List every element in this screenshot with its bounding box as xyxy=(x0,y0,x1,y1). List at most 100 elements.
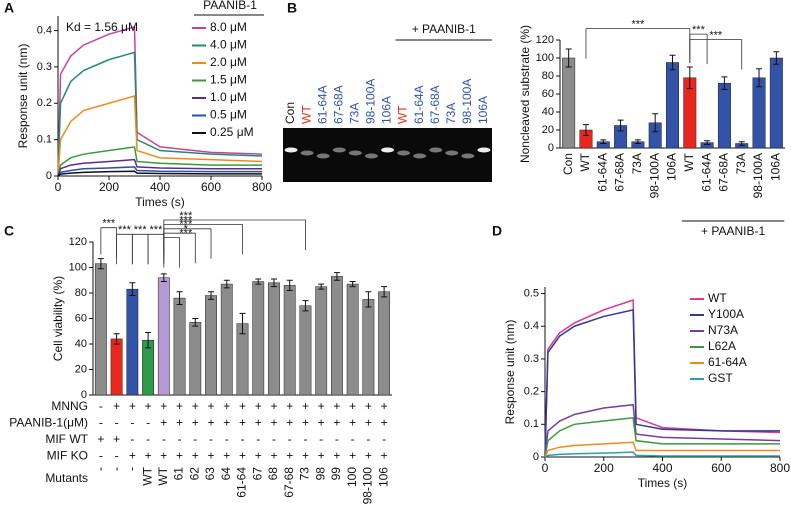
significance-bracket xyxy=(147,233,165,265)
bar xyxy=(362,299,375,396)
series-line xyxy=(57,146,262,177)
gel-image xyxy=(283,128,492,182)
gel-band xyxy=(413,153,427,159)
error-bar xyxy=(160,273,167,283)
bar xyxy=(268,282,280,396)
error-bar xyxy=(318,283,325,290)
condition-label: MNNG xyxy=(51,399,88,413)
bar xyxy=(173,297,186,396)
condition-cell: - xyxy=(125,467,139,471)
bar xyxy=(142,339,154,396)
error-bar xyxy=(582,124,589,136)
condition-cell: + xyxy=(318,449,325,463)
series-line xyxy=(544,299,781,458)
significance-label: *** xyxy=(692,24,706,36)
series-line xyxy=(57,158,262,177)
lane-label: 67-68A xyxy=(331,85,345,124)
x-tick-label: 73A xyxy=(734,153,748,174)
condition-cell: + xyxy=(239,449,246,463)
bar xyxy=(331,276,343,396)
y-tick-label: 0.2 xyxy=(37,97,52,109)
lane-label: WT xyxy=(396,105,410,124)
y-tick-label: 0.1 xyxy=(37,134,52,146)
condition-cell: + xyxy=(176,449,183,463)
x-tick-label: 106A xyxy=(665,153,679,181)
condition-cell: + xyxy=(176,416,183,430)
condition-cell: + xyxy=(286,416,293,430)
x-tick-label: 800 xyxy=(770,461,790,475)
error-bar xyxy=(97,258,104,270)
condition-cell: - xyxy=(382,432,386,446)
y-tick-label: 0.3 xyxy=(524,353,539,365)
condition-cell: 73 xyxy=(298,467,312,481)
condition-cell: + xyxy=(160,416,167,430)
y-tick-label: 0.4 xyxy=(524,320,539,332)
condition-cell: + xyxy=(365,399,372,413)
legend-label: GST xyxy=(708,371,733,385)
condition-cell: + xyxy=(270,449,277,463)
significance-label: *** xyxy=(631,19,645,31)
error-bar xyxy=(145,332,152,349)
condition-cell: + xyxy=(145,449,152,463)
lane-label: 67-68A xyxy=(428,85,442,124)
bar xyxy=(283,285,296,396)
condition-cell: - xyxy=(209,432,213,446)
y-tick-label: 40 xyxy=(75,338,87,350)
error-bar xyxy=(634,139,641,144)
gel-band xyxy=(461,153,475,159)
condition-cell: 106 xyxy=(376,467,390,487)
condition-cell: + xyxy=(239,416,246,430)
legend-label: 1.5 μM xyxy=(210,73,247,87)
x-tick-label: Con xyxy=(561,153,575,175)
condition-cell: + xyxy=(381,449,388,463)
bar xyxy=(236,323,249,396)
error-bar xyxy=(255,278,262,285)
series-line xyxy=(544,403,781,458)
condition-cell: - xyxy=(288,432,292,446)
x-tick-label: 67-68A xyxy=(613,153,627,192)
significance-label: *** xyxy=(134,224,148,236)
lane-label: 98-100A xyxy=(364,79,378,124)
condition-cell: + xyxy=(270,399,277,413)
y-tick-label: 0.3 xyxy=(37,61,52,73)
gel-band xyxy=(429,147,443,153)
condition-cell: - xyxy=(130,432,134,446)
condition-cell: + xyxy=(223,399,230,413)
condition-cell: 99 xyxy=(329,467,343,481)
condition-cell: - xyxy=(303,432,307,446)
condition-cell: - xyxy=(225,432,229,446)
y-tick-label: 20 xyxy=(75,363,87,375)
legend-label: Y100A xyxy=(708,307,744,321)
condition-cell: + xyxy=(365,449,372,463)
condition-cell: - xyxy=(272,432,276,446)
condition-cell: - xyxy=(319,432,323,446)
condition-cell: + xyxy=(255,416,262,430)
x-tick-label: 800 xyxy=(252,180,272,194)
error-bar xyxy=(565,48,572,68)
condition-cell: + xyxy=(192,399,199,413)
condition-cell: 67-68 xyxy=(282,467,296,498)
error-bar xyxy=(208,291,215,300)
condition-label: MIF KO xyxy=(47,449,88,463)
error-bar xyxy=(773,51,780,65)
significance-label: *** xyxy=(179,210,193,222)
lane-label: 61-64A xyxy=(412,85,426,124)
bar xyxy=(769,57,783,149)
condition-cell: + xyxy=(270,416,277,430)
bar xyxy=(157,277,170,396)
x-tick-label: 400 xyxy=(150,180,170,194)
lane-label: WT xyxy=(299,105,313,124)
y-axis-label: Noncleaved substrate (%) xyxy=(518,25,532,163)
y-tick-label: 0.5 xyxy=(524,287,539,299)
lane-label: 106A xyxy=(380,96,394,124)
x-tick-label: 200 xyxy=(99,180,119,194)
condition-cell: - xyxy=(115,449,119,463)
error-bar xyxy=(349,281,356,288)
y-tick-label: 0 xyxy=(533,451,539,463)
x-tick-label: 0 xyxy=(55,180,62,194)
condition-cell: + xyxy=(160,399,167,413)
error-bar xyxy=(239,312,246,335)
error-bar xyxy=(176,291,183,305)
error-bar xyxy=(333,272,340,281)
